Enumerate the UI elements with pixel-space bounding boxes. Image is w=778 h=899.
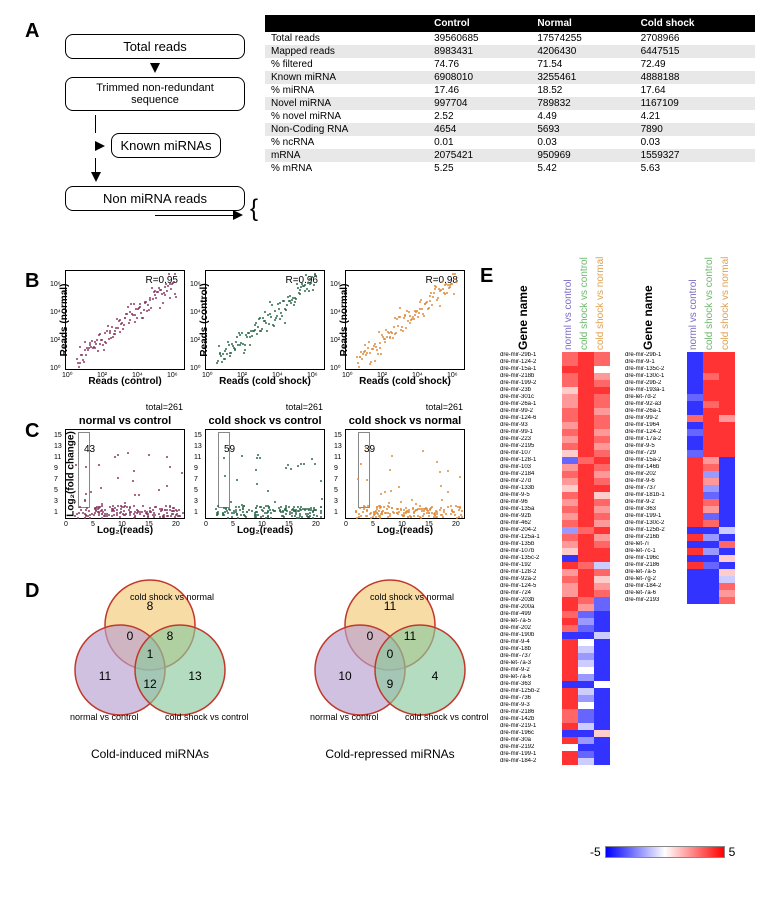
colorbar: -5 5: [590, 845, 735, 859]
svg-text:0: 0: [387, 647, 394, 661]
flow-arrow-side: [95, 141, 105, 151]
panel-a-label: A: [25, 20, 39, 43]
venn-row: cold shock vs normal normal vs control col…: [50, 570, 490, 761]
flow-arrow: [150, 63, 160, 73]
svg-text:11: 11: [99, 669, 112, 683]
svg-text:cold shock vs control: cold shock vs control: [165, 712, 249, 722]
panel-d-label: D: [25, 580, 39, 603]
svg-text:4: 4: [432, 669, 439, 683]
svg-text:8: 8: [147, 599, 154, 613]
svg-text:cold shock vs normal: cold shock vs normal: [130, 592, 214, 602]
svg-text:12: 12: [143, 677, 157, 691]
flow-box-1: Total reads: [65, 34, 245, 59]
stats-table: ControlNormalCold shock Total reads39560…: [265, 15, 755, 175]
svg-text:normal vs control: normal vs control: [310, 712, 379, 722]
svg-text:0: 0: [127, 629, 134, 643]
svg-text:9: 9: [387, 677, 394, 691]
svg-text:0: 0: [367, 629, 374, 643]
panel-c-label: C: [25, 420, 39, 443]
svg-text:cold shock vs control: cold shock vs control: [405, 712, 489, 722]
flowchart: Total reads Trimmed non-redundant sequen…: [65, 30, 245, 245]
svg-text:cold shock vs normal: cold shock vs normal: [370, 592, 454, 602]
colorbar-min: -5: [590, 845, 601, 859]
brace-icon: {: [250, 195, 258, 223]
flow-box-2: Trimmed non-redundant sequence: [65, 77, 245, 111]
svg-text:11: 11: [404, 629, 417, 643]
panel-b-label: B: [25, 270, 39, 293]
colorbar-gradient: [605, 846, 725, 858]
flow-box-3: Known miRNAs: [111, 133, 221, 158]
svg-text:normal vs control: normal vs control: [70, 712, 139, 722]
svg-text:11: 11: [384, 599, 397, 613]
ma-row: normal vs controltotal=261Log₂(fold chan…: [65, 415, 465, 519]
svg-text:1: 1: [147, 647, 154, 661]
flow-arrow-side: [233, 210, 243, 220]
scatter-row: Reads (normal)Reads (control)R=0.9510⁰10…: [65, 270, 465, 370]
heatmap-area: Gene namenorml vs controlcold shock vs c…: [500, 265, 735, 765]
svg-text:8: 8: [167, 629, 174, 643]
flow-arrow: [91, 172, 101, 182]
flow-box-4: Non miRNA reads: [65, 186, 245, 211]
colorbar-max: 5: [729, 845, 736, 859]
svg-text:10: 10: [338, 669, 352, 683]
panel-e-label: E: [480, 265, 493, 288]
svg-text:13: 13: [188, 669, 202, 683]
